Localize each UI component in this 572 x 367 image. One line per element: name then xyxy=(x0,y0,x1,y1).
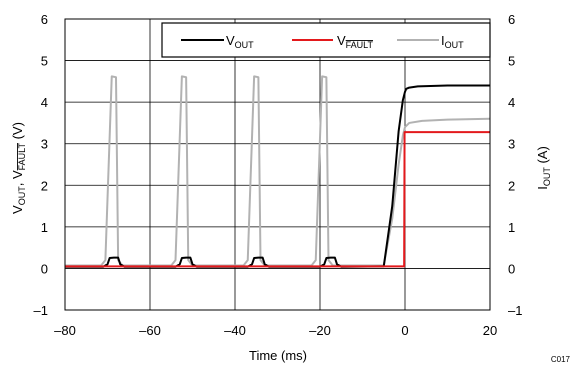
y-left-tick-label: 3 xyxy=(41,137,48,152)
y-right-tick-label: 5 xyxy=(508,54,515,69)
y-left-tick-label: –1 xyxy=(34,303,48,318)
y-right-tick-label: 1 xyxy=(508,220,515,235)
y-left-tick-label: 0 xyxy=(41,261,48,276)
y-left-axis-label: VOUT, VFAULT (V) xyxy=(10,122,27,214)
y-right-axis-label: IOUT (A) xyxy=(535,146,552,190)
legend: VOUT VFAULT IOUT xyxy=(161,22,491,58)
x-tick-labels: –80 –60 –40 –20 0 20 xyxy=(54,323,497,338)
legend-label-vout: VOUT xyxy=(226,33,254,50)
y-right-tick-labels: –1 0 1 2 3 4 5 6 xyxy=(508,12,522,318)
legend-item-iout: IOUT xyxy=(397,33,464,50)
y-right-tick-label: 6 xyxy=(508,12,515,27)
series-lines xyxy=(65,75,491,268)
y-right-tick-label: 3 xyxy=(508,137,515,152)
series-line-vout xyxy=(65,84,490,268)
y-left-tick-label: 4 xyxy=(41,95,48,110)
x-tick-label: –80 xyxy=(54,323,76,338)
y-right-tick-label: 0 xyxy=(508,261,515,276)
series-line-iout xyxy=(65,75,491,267)
legend-item-vfault: VFAULT xyxy=(292,33,374,50)
legend-item-vout: VOUT xyxy=(181,33,254,50)
plot-frame xyxy=(64,18,491,311)
x-tick-label: 20 xyxy=(483,323,497,338)
y-left-tick-label: 2 xyxy=(41,178,48,193)
x-tick-label: 0 xyxy=(401,323,408,338)
y-right-tick-label: 2 xyxy=(508,178,515,193)
legend-label-iout: IOUT xyxy=(441,33,464,50)
y-left-tick-label: 5 xyxy=(41,54,48,69)
y-left-tick-label: 1 xyxy=(41,220,48,235)
figure-code: C017 xyxy=(551,355,571,364)
x-tick-label: –60 xyxy=(139,323,161,338)
y-left-tick-labels: –1 0 1 2 3 4 5 6 xyxy=(34,12,48,318)
x-axis-label: Time (ms) xyxy=(249,348,307,363)
y-left-tick-label: 6 xyxy=(41,12,48,27)
series-line-vfault xyxy=(65,131,490,268)
y-right-tick-label: 4 xyxy=(508,95,515,110)
legend-label-vfault: VFAULT xyxy=(337,33,374,50)
x-tick-label: –20 xyxy=(309,323,331,338)
x-tick-label: –40 xyxy=(224,323,246,338)
y-right-tick-label: –1 xyxy=(508,303,522,318)
